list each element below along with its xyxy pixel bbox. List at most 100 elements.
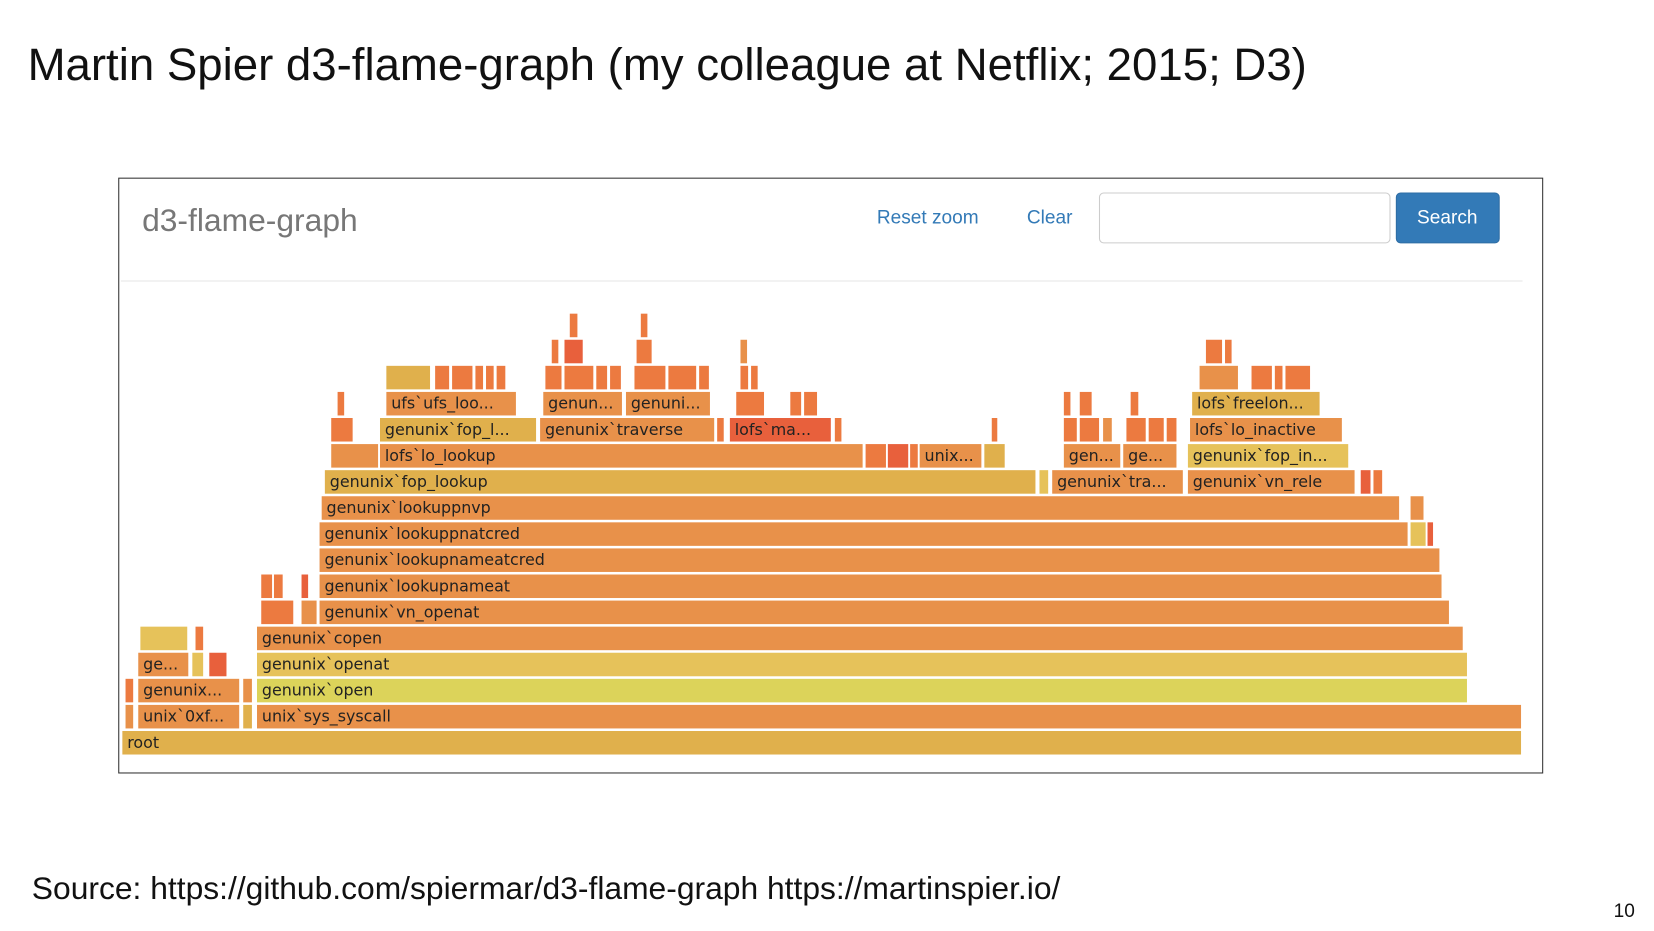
frame — [568, 312, 579, 339]
frame-label: genunix`openat — [262, 655, 389, 674]
frame — [336, 391, 346, 417]
frame — [864, 443, 887, 469]
frame — [595, 364, 608, 391]
frame — [194, 625, 204, 652]
frame-label: genunix`copen — [262, 628, 382, 647]
frame — [750, 364, 759, 391]
frame — [789, 391, 802, 417]
frame — [379, 417, 537, 443]
frame — [739, 338, 748, 365]
frame — [191, 651, 204, 678]
frame — [124, 677, 135, 704]
frame — [698, 364, 710, 391]
flame-graph: root unix`0xf... unix`sys_syscall genunix..… — [121, 312, 1522, 756]
frame — [385, 391, 517, 417]
frame — [318, 521, 1409, 547]
frame — [550, 338, 560, 365]
frame-label: genuni... — [631, 394, 701, 413]
frame — [242, 704, 253, 730]
frame — [1147, 417, 1165, 443]
frame-label: genunix... — [143, 681, 222, 700]
frame — [434, 364, 450, 391]
frame — [139, 625, 189, 652]
frame-label: unix`sys_syscall — [262, 707, 391, 727]
frame — [256, 625, 1464, 652]
frame — [1078, 417, 1100, 443]
clear-link[interactable]: Clear — [1027, 208, 1073, 229]
frame-label: genunix`tra... — [1057, 472, 1167, 491]
frame — [1125, 417, 1147, 443]
frame — [320, 495, 1400, 521]
frame — [1359, 469, 1372, 495]
frame — [256, 651, 1468, 678]
frame — [544, 364, 563, 391]
frame — [300, 599, 318, 625]
frame-label: genunix`fop_in... — [1193, 446, 1328, 466]
frame — [256, 704, 1522, 730]
frame — [639, 312, 649, 339]
frame — [909, 443, 919, 469]
frame-label: genunix`lookupnameat — [324, 576, 510, 595]
frame — [256, 677, 1468, 704]
frame — [635, 338, 653, 365]
frame — [318, 547, 1441, 573]
frame — [1038, 469, 1050, 495]
frame — [1198, 364, 1239, 391]
frame — [1284, 364, 1311, 391]
search-button[interactable] — [1395, 192, 1500, 244]
frame — [137, 704, 241, 730]
frame — [1250, 364, 1273, 391]
frame — [124, 704, 135, 730]
frame — [833, 417, 843, 443]
frame — [208, 651, 228, 678]
frame — [260, 599, 295, 625]
frame-label: genunix`traverse — [545, 420, 683, 439]
frame — [625, 391, 711, 417]
frame — [1224, 338, 1233, 365]
frame-label: lofs`freelon... — [1197, 394, 1304, 413]
frame — [803, 391, 818, 417]
frame — [1063, 417, 1078, 443]
frame — [485, 364, 495, 391]
frame — [1051, 469, 1184, 495]
frame-label: unix`0xf... — [143, 707, 224, 726]
frame-label: genunix`lookuppnvp — [327, 498, 491, 517]
frame — [563, 364, 595, 391]
frame-label: lofs`lo_inactive — [1195, 420, 1316, 440]
frame — [1165, 417, 1178, 443]
frame — [887, 443, 910, 469]
frame — [137, 677, 241, 704]
frame-label: lofs`lo_lookup — [385, 446, 496, 466]
frame — [542, 391, 623, 417]
frame — [330, 417, 354, 443]
frame — [1129, 391, 1140, 417]
frame — [273, 573, 284, 599]
frame — [121, 730, 1522, 756]
frame — [983, 443, 1006, 469]
frame — [1102, 417, 1113, 443]
frame — [633, 364, 667, 391]
frame-label: lofs`ma... — [735, 420, 811, 439]
frame — [729, 417, 832, 443]
frame-label: genunix`lookupnameatcred — [324, 550, 544, 569]
frame — [451, 364, 474, 391]
frame-label: ge... — [1128, 446, 1163, 465]
search-input[interactable] — [1098, 192, 1391, 244]
frame — [1063, 391, 1072, 417]
reset-zoom-link[interactable]: Reset zoom — [877, 208, 979, 229]
frame-label: genunix`vn_openat — [324, 602, 479, 622]
frame — [324, 469, 1037, 495]
frame — [990, 417, 999, 443]
frame — [667, 364, 698, 391]
frame-label: genun... — [548, 394, 613, 413]
frame — [609, 364, 622, 391]
frame — [1078, 391, 1093, 417]
page-number: 10 — [1614, 901, 1635, 922]
frame — [539, 417, 716, 443]
search-button-label: Search — [1417, 208, 1477, 229]
frame — [1187, 443, 1350, 469]
frame — [318, 573, 1443, 599]
frame — [739, 364, 749, 391]
frame — [318, 599, 1450, 625]
